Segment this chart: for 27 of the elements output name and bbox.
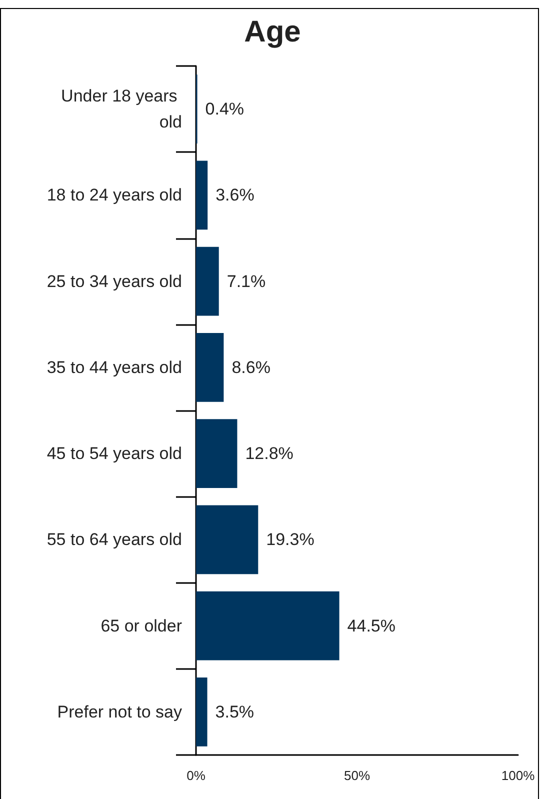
data-label: 3.6% [216, 186, 254, 205]
data-label: 44.5% [347, 616, 396, 636]
bar [196, 591, 340, 660]
data-label: 3.5% [215, 702, 254, 722]
data-label: 0.4% [205, 100, 244, 119]
y-tick-label: 65 or older [100, 616, 182, 636]
bar [196, 419, 238, 488]
bar [196, 505, 258, 574]
bar [196, 677, 208, 746]
chart-title: Age [244, 16, 301, 48]
data-label: 8.6% [232, 358, 270, 377]
data-label: 7.1% [226, 272, 266, 291]
data-label: 12.8% [245, 444, 294, 464]
x-tick-label: 100% [501, 768, 536, 783]
y-tick-label: 18 to 24 years old [46, 186, 182, 205]
x-tick-label: 0% [186, 768, 206, 783]
y-tick-label: Under 18 years old [61, 86, 182, 132]
bar [196, 160, 208, 230]
y-tick-label: 45 to 54 years old [46, 444, 182, 464]
y-tick-label: Prefer not to say [57, 702, 182, 722]
y-tick-label: 25 to 34 years old [46, 272, 182, 291]
y-tick-label: 35 to 44 years old [46, 358, 182, 377]
x-tick-label: 50% [344, 768, 370, 783]
data-label: 19.3% [266, 530, 314, 550]
y-tick-label: 55 to 64 years old [46, 530, 182, 550]
bar [196, 246, 219, 316]
bar [196, 332, 224, 402]
